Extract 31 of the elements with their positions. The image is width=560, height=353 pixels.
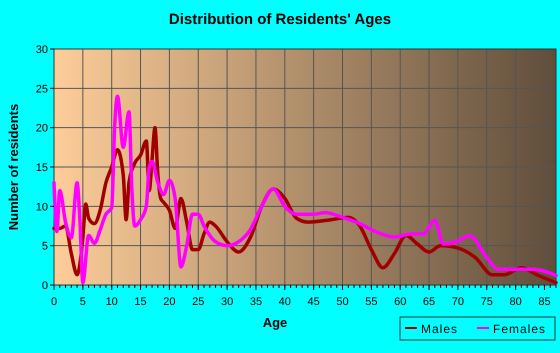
x-tick-label: 80 xyxy=(509,296,522,308)
x-tick-label: 65 xyxy=(422,296,436,308)
x-axis-title: Age xyxy=(262,315,288,330)
y-tick-label: 15 xyxy=(36,162,48,174)
y-tick-label: 5 xyxy=(42,240,48,253)
x-tick-label: 10 xyxy=(106,296,118,308)
x-tick-label: 20 xyxy=(163,296,176,308)
y-tick-label: 0 xyxy=(42,280,48,292)
y-axis-title: Number of residents xyxy=(6,104,21,230)
x-tick-label: 45 xyxy=(308,296,320,308)
x-tick-label: 30 xyxy=(220,296,234,308)
x-tick-label: 60 xyxy=(394,296,406,308)
x-tick-label: 5 xyxy=(80,296,86,308)
x-tick-label: 85 xyxy=(538,296,551,308)
x-tick-label: 40 xyxy=(278,296,291,308)
legend-label: Males xyxy=(421,322,458,336)
legend-label: Females xyxy=(493,322,546,336)
x-tick-label: 70 xyxy=(452,296,464,308)
x-tick-label: 15 xyxy=(134,296,147,308)
x-tick-label: 50 xyxy=(336,296,349,308)
chart-title: Distribution of Residents' Ages xyxy=(168,11,392,28)
x-tick-label: 25 xyxy=(192,296,204,308)
line-series xyxy=(52,94,558,284)
x-tick-label: 75 xyxy=(480,296,493,308)
x-tick-label: 0 xyxy=(50,296,58,308)
y-tick-label: 10 xyxy=(36,201,48,214)
x-tick-label: 35 xyxy=(250,296,262,308)
y-tick-label: 20 xyxy=(36,122,48,135)
x-tick-label: 55 xyxy=(365,296,378,308)
y-tick-label: 30 xyxy=(36,44,48,56)
y-tick-label: 25 xyxy=(36,83,48,96)
